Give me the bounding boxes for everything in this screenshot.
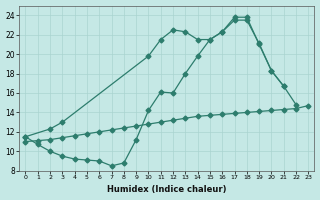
X-axis label: Humidex (Indice chaleur): Humidex (Indice chaleur) [107, 185, 227, 194]
